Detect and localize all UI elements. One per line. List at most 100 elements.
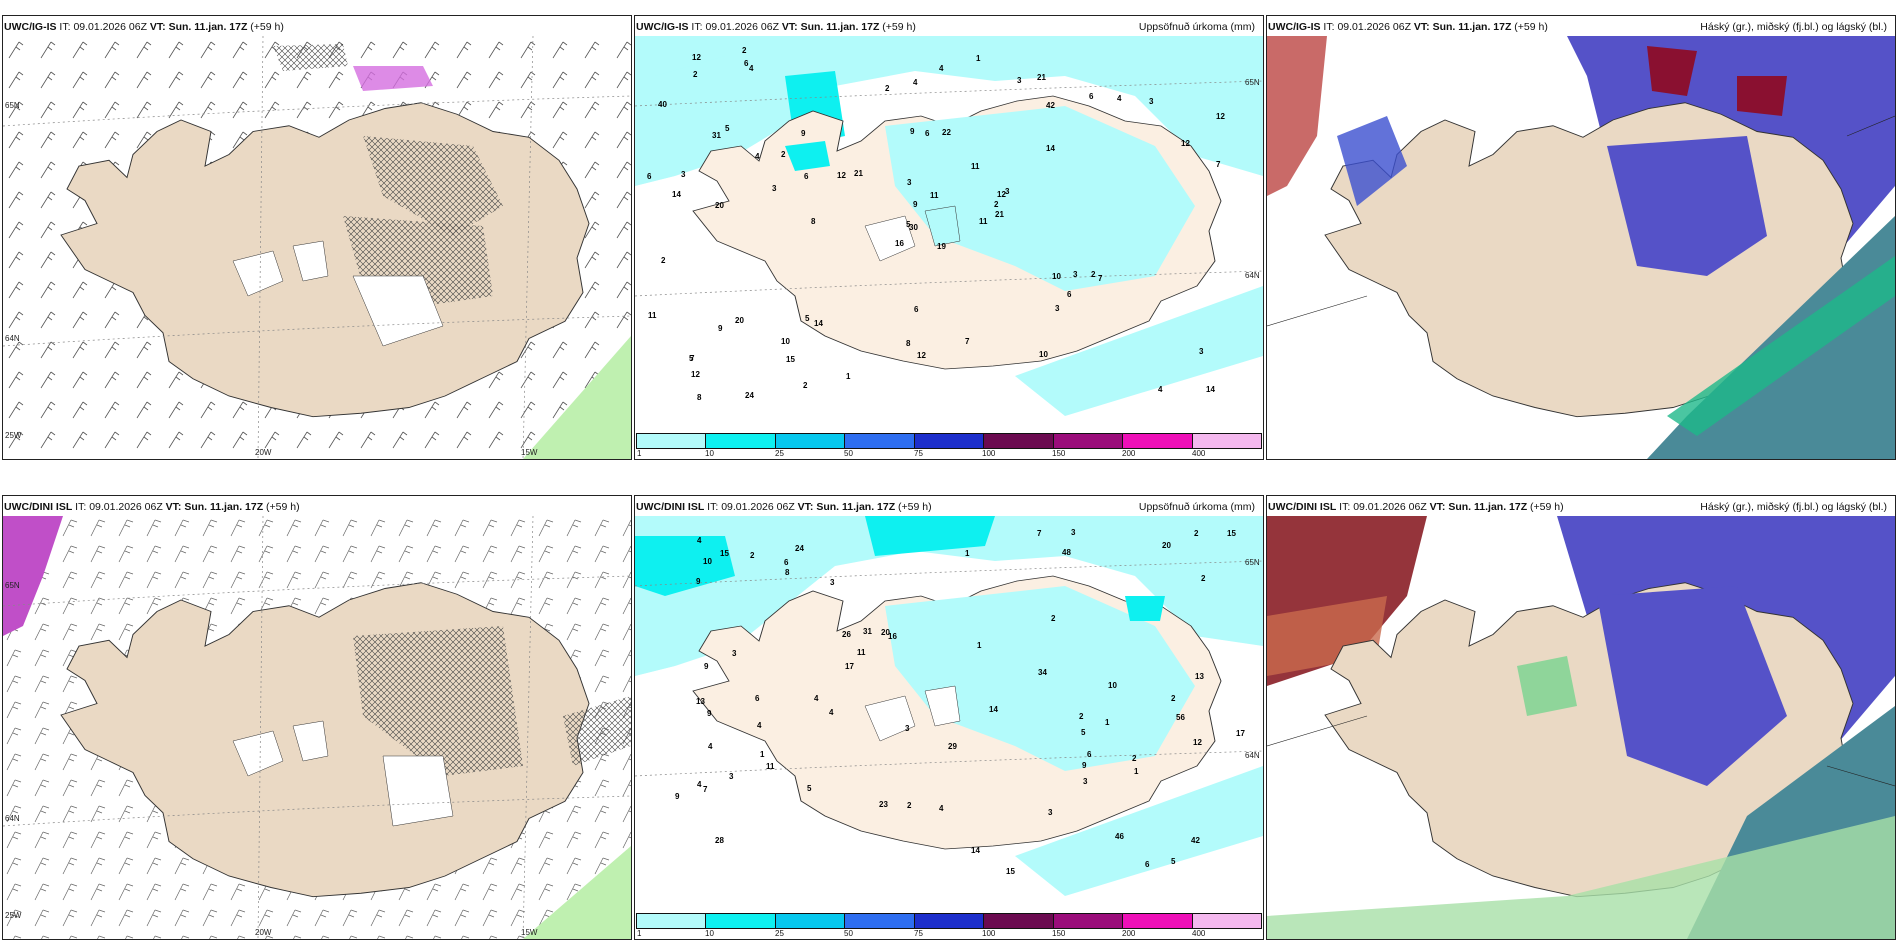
precip-value: 8 [906,339,911,348]
precip-value: 4 [708,742,713,751]
precip-value: 6 [914,305,919,314]
precip-value: 12 [997,190,1006,199]
precip-value: 12 [837,171,846,180]
cb-step [914,434,985,448]
precip-value: 4 [1117,94,1122,103]
precip-value: 2 [1201,574,1206,583]
precip-value: 21 [995,210,1004,219]
precip-value: 10 [1052,272,1061,281]
cb-step [845,434,915,448]
precip-value: 2 [1171,694,1176,703]
panel-right-title: Háský (gr.), miðský (fj.bl.) og lágský (… [1700,21,1887,33]
precip-value: 3 [1055,304,1060,313]
precip-value: 3 [772,184,777,193]
cb-label: 50 [844,929,853,938]
precip-value: 14 [672,190,681,199]
precip-value: 5 [807,784,812,793]
precip-value: 11 [648,311,657,320]
cb-label: 100 [982,929,996,938]
precip-value: 15 [1006,867,1015,876]
cb-label: 1 [637,929,642,938]
precip-value: 2 [907,801,912,810]
precip-value: 14 [971,846,980,855]
cb-step [706,914,776,928]
precip-value: 14 [989,705,998,714]
precip-value: 20 [735,316,744,325]
panel-title: UWC/IG-IS IT: 09.01.2026 06Z VT: Sun. 11… [1268,21,1548,33]
precip-map [635,36,1263,431]
precip-value: 2 [750,551,755,560]
lat-label-65n: 65N [5,101,20,110]
precip-value: 40 [658,100,667,109]
precip-value: 15 [786,355,795,364]
panel-right-title: Uppsöfnuð úrkoma (mm) [1138,21,1255,33]
precip-value: 1 [976,54,981,63]
precip-value: 3 [729,772,734,781]
precip-value: 5 [689,354,694,363]
cloud-map [1267,516,1895,939]
panel-wind-igis: UWC/IG-IS IT: 09.01.2026 06Z VT: Sun. 11… [2,15,632,460]
precip-value: 10 [1039,350,1048,359]
precip-value: 2 [1051,614,1056,623]
panel-cloud-igis: UWC/IG-IS IT: 09.01.2026 06Z VT: Sun. 11… [1266,15,1896,460]
wind-map [3,516,631,939]
precip-value: 14 [814,319,823,328]
precip-value: 20 [715,201,724,210]
precip-value: 3 [732,649,737,658]
panel-title: UWC/IG-IS IT: 09.01.2026 06Z VT: Sun. 11… [4,21,284,33]
precip-value: 21 [1037,73,1046,82]
precip-value: 12 [1181,139,1190,148]
cb-label: 75 [914,929,923,938]
precip-value: 12 [917,351,926,360]
precip-value: 12 [1193,738,1202,747]
precip-value: 19 [937,242,946,251]
panel-precip-dini: UWC/DINI ISL IT: 09.01.2026 06Z VT: Sun.… [634,495,1264,940]
precip-value: 42 [1046,101,1055,110]
precip-value: 5 [1171,857,1176,866]
lon-label-25w: 25W [5,431,22,440]
cb-label: 1 [637,449,642,458]
precip-value: 4 [1158,385,1163,394]
precip-value: 2 [885,84,890,93]
colorbar [636,913,1262,929]
precip-value: 21 [854,169,863,178]
panel-right-title: Uppsöfnuð úrkoma (mm) [1138,501,1255,513]
precip-value: 3 [1149,97,1154,106]
cb-step [775,914,846,928]
cb-label: 75 [914,449,923,458]
precip-value: 12 [1216,112,1225,121]
precip-value: 29 [948,742,957,751]
precip-value: 3 [1005,187,1010,196]
precip-value: 4 [749,64,754,73]
cb-step [775,434,846,448]
precip-value: 4 [814,694,819,703]
cb-step [1192,434,1261,448]
precip-value: 30 [909,223,918,232]
precip-value: 1 [760,750,765,759]
cb-step [637,914,707,928]
precip-map [635,516,1263,911]
precip-value: 3 [1083,777,1088,786]
precip-value: 4 [829,708,834,717]
cb-label: 400 [1192,929,1206,938]
precip-value: 7 [703,785,708,794]
precip-value: 11 [930,191,939,200]
precip-value: 4 [939,804,944,813]
precip-value: 2 [803,381,808,390]
precip-value: 8 [785,568,790,577]
precip-value: 9 [801,129,806,138]
precip-value: 13 [696,697,705,706]
panel-title: UWC/DINI ISL IT: 09.01.2026 06Z VT: Sun.… [636,501,932,513]
lat-label-65n: 65N [1245,78,1260,87]
precip-value: 3 [681,170,686,179]
precip-value: 11 [979,217,988,226]
precip-value: 2 [661,256,666,265]
cb-label: 200 [1122,449,1136,458]
precip-value: 9 [718,324,723,333]
precip-value: 3 [907,178,912,187]
precip-value: 2 [994,200,999,209]
cloud-map [1267,36,1895,459]
panel-cloud-dini: UWC/DINI ISL IT: 09.01.2026 06Z VT: Sun.… [1266,495,1896,940]
precip-value: 2 [742,46,747,55]
colorbar-labels: 1 10 25 50 75 100 150 200 400 [636,449,1262,459]
